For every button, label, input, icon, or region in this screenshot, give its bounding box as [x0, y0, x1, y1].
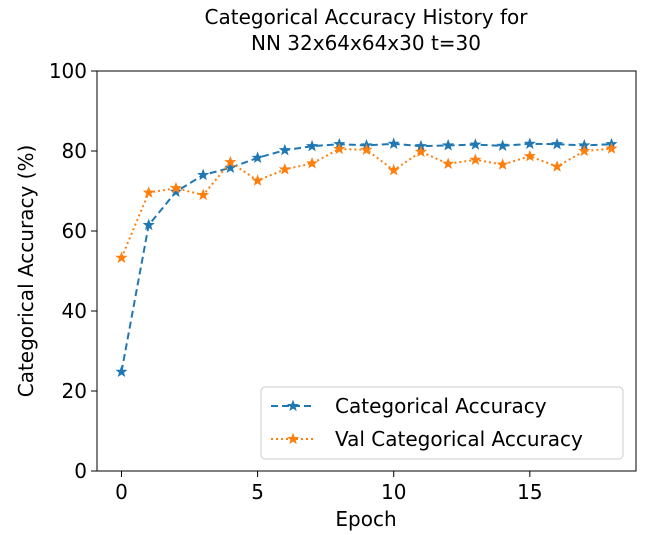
data-point	[414, 145, 428, 157]
data-point	[115, 251, 128, 263]
data-point	[387, 163, 400, 176]
legend-marker	[286, 399, 300, 412]
data-point	[115, 365, 128, 377]
legend-label: Val Categorical Accuracy	[335, 427, 583, 451]
data-point	[224, 155, 237, 168]
data-point	[169, 181, 183, 194]
series-2	[115, 142, 618, 263]
legend-box	[260, 386, 624, 460]
x-axis: 0 5 10 15	[115, 471, 543, 504]
x-tick-label: 5	[251, 480, 264, 504]
data-point	[142, 186, 155, 198]
data-point	[278, 163, 291, 175]
data-point	[550, 160, 564, 172]
x-tick-label: 15	[517, 480, 542, 504]
y-axis-title: Categorical Accuracy (%)	[14, 145, 38, 398]
data-point	[442, 139, 455, 151]
data-point	[550, 137, 564, 150]
data-point	[197, 188, 210, 201]
chart-title-line-1: Categorical Accuracy History for	[205, 5, 529, 29]
data-point	[305, 139, 319, 152]
data-point	[251, 174, 264, 186]
y-tick-label: 100	[49, 59, 87, 83]
legend: Categorical Accuracy Val Categorical Accu…	[260, 386, 624, 460]
y-tick-label: 0	[74, 459, 87, 483]
data-point	[305, 157, 319, 169]
data-point	[197, 168, 210, 181]
y-tick-label: 80	[62, 139, 87, 163]
y-tick-label: 40	[62, 299, 87, 323]
plot-frame	[96, 70, 637, 472]
data-point	[469, 153, 482, 165]
data-point	[333, 142, 346, 155]
plot-area	[115, 137, 618, 377]
x-axis-title: Epoch	[335, 507, 396, 531]
data-point	[251, 151, 264, 163]
chart-title-line-2: NN 32x64x64x30 t=30	[251, 31, 481, 55]
x-tick-label: 0	[115, 480, 128, 504]
data-point	[469, 138, 482, 150]
data-point	[142, 218, 155, 231]
series-line	[120, 147, 612, 259]
y-tick-label: 60	[62, 219, 87, 243]
data-point	[496, 158, 509, 170]
data-point	[605, 142, 618, 154]
data-point	[578, 144, 591, 157]
data-point	[523, 149, 536, 162]
data-point	[169, 185, 183, 197]
data-point	[278, 143, 291, 156]
y-tick-label: 20	[62, 379, 87, 403]
data-point	[360, 143, 373, 155]
x-tick-label: 10	[381, 480, 406, 504]
data-point	[442, 157, 455, 169]
legend-marker	[286, 432, 300, 445]
series-1	[115, 137, 618, 377]
legend-label: Categorical Accuracy	[335, 394, 547, 418]
series-line	[120, 142, 612, 372]
data-point	[224, 161, 237, 173]
data-point	[523, 137, 536, 149]
data-point	[496, 139, 509, 151]
y-axis: 0 20 40 60 80 100	[49, 59, 97, 483]
data-point	[387, 137, 400, 149]
